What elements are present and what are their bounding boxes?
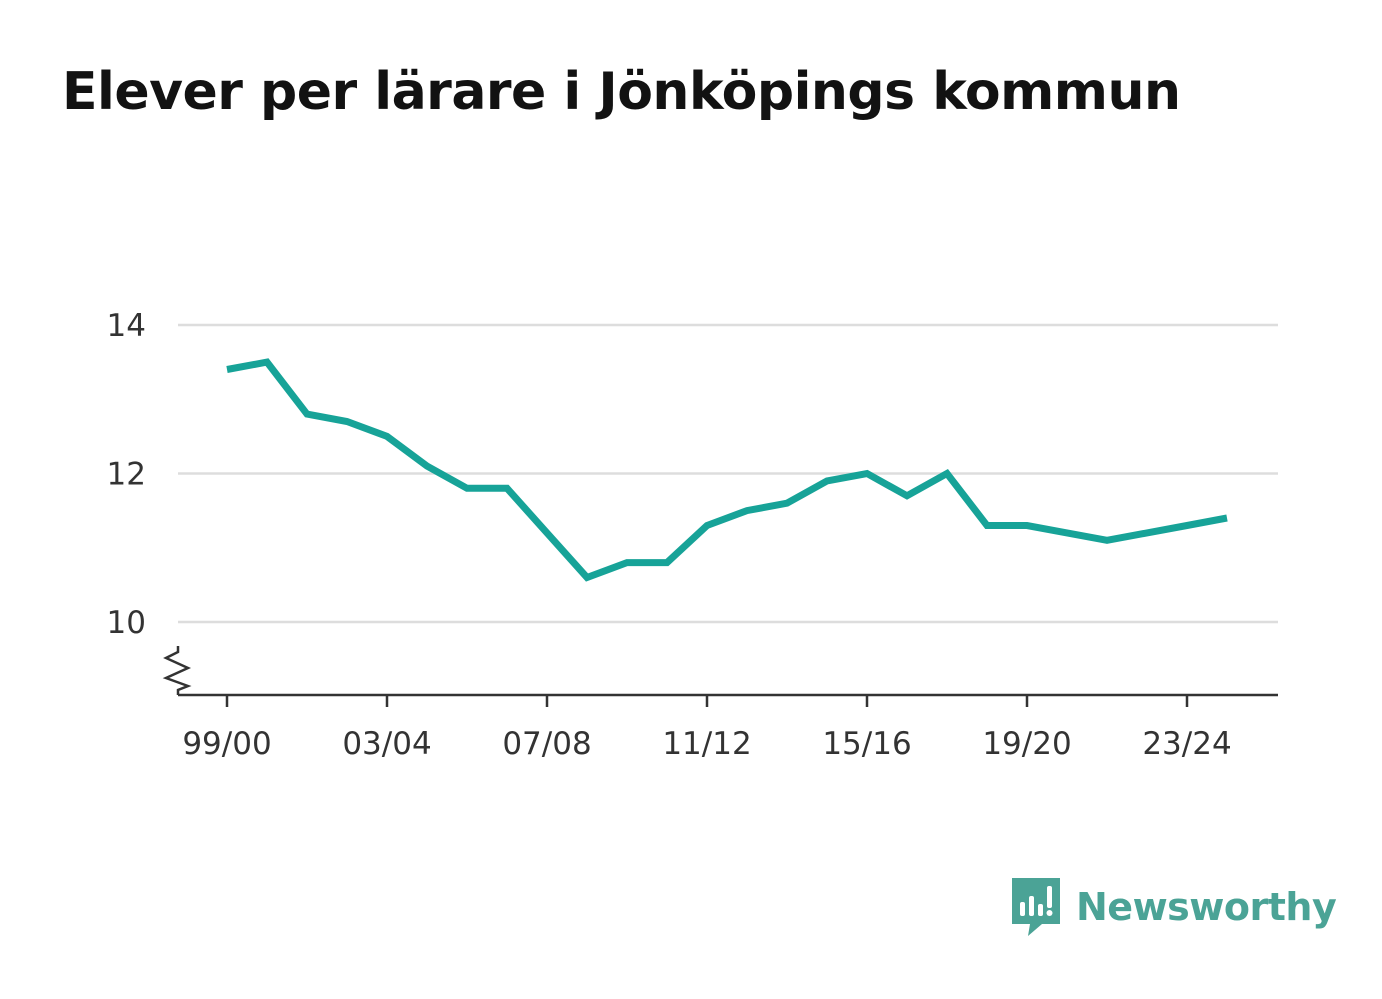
x-tick-label: 99/00 (182, 726, 271, 762)
x-tick-label: 07/08 (502, 726, 591, 762)
x-axis (162, 646, 1278, 707)
data-point (783, 499, 791, 507)
data-point (903, 492, 911, 500)
brand-logo: Newsworthy (1010, 876, 1337, 938)
data-point (343, 418, 351, 426)
data-point (383, 432, 391, 440)
y-axis-labels: 10 12 14 (107, 308, 146, 641)
newsworthy-logo-icon (1012, 878, 1060, 936)
data-point (263, 358, 271, 366)
data-point (1183, 521, 1191, 529)
data-point (583, 573, 591, 581)
data-point (623, 559, 631, 567)
x-tick-label: 03/04 (342, 726, 431, 762)
data-point (1023, 521, 1031, 529)
data-point (743, 507, 751, 515)
data-point (223, 366, 231, 374)
series-line-0 (226, 358, 1228, 582)
data-point (1223, 514, 1231, 522)
series-layer (223, 358, 1231, 582)
y-tick-label: 10 (107, 605, 146, 641)
data-point (303, 410, 311, 418)
data-point (663, 559, 671, 567)
data-point (543, 529, 551, 537)
x-tick-label: 19/20 (982, 726, 1071, 762)
x-tick-label: 15/16 (822, 726, 911, 762)
data-point (1063, 529, 1071, 537)
data-point (503, 484, 511, 492)
y-tick-label: 12 (107, 457, 146, 493)
data-point (863, 470, 871, 478)
data-point (823, 477, 831, 485)
x-tick-label: 23/24 (1142, 726, 1231, 762)
data-point (943, 470, 951, 478)
data-point (1103, 536, 1111, 544)
data-point (703, 521, 711, 529)
data-point (983, 521, 991, 529)
y-axis-break (162, 646, 192, 695)
x-tick-label: 11/12 (662, 726, 751, 762)
chart-title: Elever per lärare i Jönköpings kommun (62, 62, 1181, 122)
data-point (423, 462, 431, 470)
data-point (1143, 529, 1151, 537)
y-tick-label: 14 (107, 308, 146, 344)
brand-name: Newsworthy (1076, 885, 1337, 929)
data-point (463, 484, 471, 492)
x-axis-labels: 99/00 03/04 07/08 11/12 15/16 19/20 23/24 (182, 726, 1231, 762)
gridlines (178, 323, 1278, 624)
